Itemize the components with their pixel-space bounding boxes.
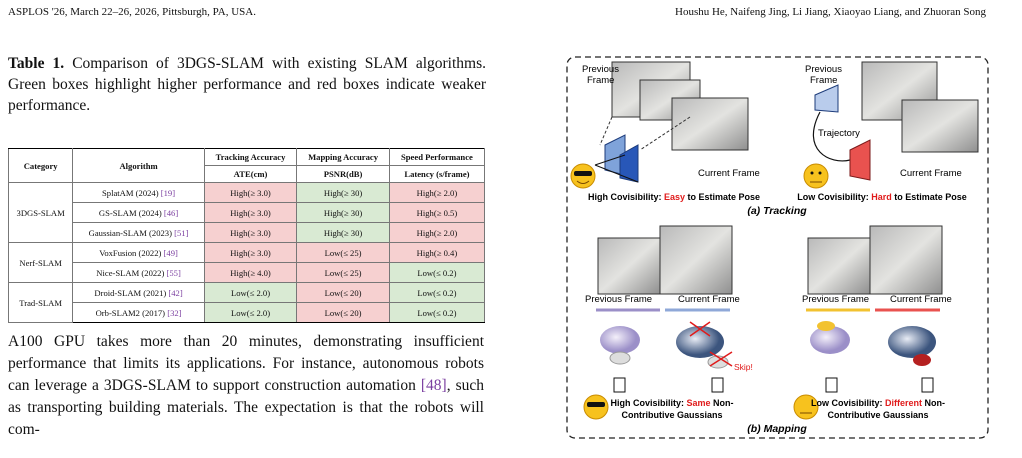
text: Low Covisibility: [797, 192, 871, 202]
algorithm-name: GS-SLAM (2024) [98, 207, 162, 218]
label: Current Frame [698, 168, 760, 179]
citation: [19] [160, 187, 176, 198]
text: Non- [711, 398, 734, 408]
label: Previous Frame [585, 294, 652, 305]
text: High Covisibility: [610, 398, 686, 408]
caption: High Covisibility: Same Non- [610, 398, 733, 408]
algorithm-name: Nice-SLAM (2022) [96, 267, 165, 278]
header-right: Houshu He, Naifeng Jing, Li Jiang, Xiaoy… [675, 6, 986, 18]
text: , such as transporting building material… [8, 377, 484, 438]
metric-cell: Low(≤ 20) [296, 302, 390, 323]
label: Previous [805, 64, 842, 75]
metric-cell: Low(≤ 20) [296, 282, 390, 303]
citation: [48] [420, 377, 447, 394]
citation: [49] [163, 247, 178, 258]
label: Current Frame [890, 294, 952, 305]
body-paragraph: A100 GPU takes more than 20 minutes, dem… [8, 331, 484, 441]
metric-cell: High(≥ 2.0) [388, 222, 486, 243]
text: High Covisibility: [588, 192, 664, 202]
metric-cell: High(≥ 4.0) [203, 262, 298, 283]
caption-text: Comparison of 3DGS-SLAM with existing SL… [8, 55, 486, 114]
table-caption: Table 1. Comparison of 3DGS-SLAM with ex… [8, 53, 486, 116]
text: Low Covisibility: [811, 398, 885, 408]
label: Trajectory [818, 128, 860, 139]
label: Current Frame [678, 294, 740, 305]
label: Frame [810, 75, 837, 86]
citation: [51] [174, 227, 189, 238]
highlight: Hard [871, 192, 892, 202]
comparison-table: Category Algorithm Tracking Accuracy Mappin… [7, 148, 486, 323]
caption: Low Covisibility: Different Non- [811, 398, 945, 408]
mapping-right [793, 225, 943, 420]
metric-cell: High(≥ 30) [296, 202, 390, 223]
text: to Estimate Pose [685, 192, 760, 202]
panel-label: (a) Tracking [747, 205, 807, 217]
citation: [55] [166, 267, 181, 278]
caption-label: Table 1. [8, 55, 65, 72]
metric-cell: High(≥ 0.5) [388, 202, 486, 223]
caption: Contributive Gaussians [827, 410, 928, 420]
text: Non- [922, 398, 945, 408]
text: A100 GPU takes more than 20 minutes, dem… [8, 333, 484, 394]
algorithm-name: Gaussian-SLAM (2023) [88, 227, 172, 238]
header-left: ASPLOS '26, March 22–26, 2026, Pittsburg… [8, 6, 256, 18]
label: Skip! [734, 362, 753, 372]
highlight: Easy [664, 192, 685, 202]
table-row: Nerf-SLAM VoxFusion (2022) [49] High(≥ 3.0… [7, 242, 486, 283]
algorithm-name: Orb-SLAM2 (2017) [95, 307, 166, 318]
table-row: Orb-SLAM2 (2017) [32] Low(≤ 2.0) Low(≤ 20)… [9, 302, 486, 323]
mapping-left [583, 225, 733, 420]
caption: Low Covisibility: Hard to Estimate Pose [797, 192, 967, 202]
metric-cell: High(≥ 30) [296, 222, 390, 243]
column-header: Category [7, 148, 74, 183]
metric-cell: High(≥ 30) [296, 182, 390, 203]
category-cell: 3DGS-SLAM [7, 182, 74, 243]
highlight: Different [885, 398, 922, 408]
table-row: Trad-SLAM Droid-SLAM (2021) [42] Low(≤ 2.0… [7, 282, 486, 323]
text: to Estimate Pose [892, 192, 967, 202]
table-row: GS-SLAM (2024) [46] High(≥ 3.0) High(≥ 30)… [9, 202, 486, 223]
tracking-left [570, 61, 749, 189]
algorithm-name: Droid-SLAM (2021) [94, 287, 167, 298]
label: Frame [587, 75, 614, 86]
algorithm-name: SplatAM (2024) [102, 187, 159, 198]
algorithm-name: VoxFusion (2022) [99, 247, 162, 258]
label: Previous [582, 64, 619, 75]
citation: [46] [163, 207, 179, 218]
metric-cell: Low(≤ 2.0) [203, 302, 298, 323]
category-cell: Nerf-SLAM [7, 242, 74, 283]
figure-frame [566, 56, 989, 439]
caption: High Covisibility: Easy to Estimate Pose [588, 192, 760, 202]
metric-cell: Low(≤ 0.2) [388, 302, 486, 323]
tracking-right [803, 61, 979, 189]
panel-label: (b) Mapping [747, 423, 807, 435]
header-row: Category Algorithm Tracking Accuracy Mappin… [7, 148, 486, 183]
label: Current Frame [900, 168, 962, 179]
metric-cell: High(≥ 3.0) [203, 182, 298, 203]
highlight: Same [686, 398, 710, 408]
category-cell: Trad-SLAM [7, 282, 74, 323]
label: Previous Frame [802, 294, 869, 305]
citation: [42] [168, 287, 183, 298]
table-row: Nice-SLAM (2022) [55] High(≥ 4.0) Low(≤ 25… [9, 262, 486, 283]
metric-cell: High(≥ 0.4) [388, 242, 486, 263]
citation: [32] [167, 307, 182, 318]
metric-cell: Low(≤ 0.2) [388, 262, 486, 283]
table-row: Gaussian-SLAM (2023) [51] High(≥ 3.0) High… [9, 222, 486, 243]
metric-cell: Low(≤ 0.2) [388, 282, 486, 303]
caption: Contributive Gaussians [621, 410, 722, 420]
